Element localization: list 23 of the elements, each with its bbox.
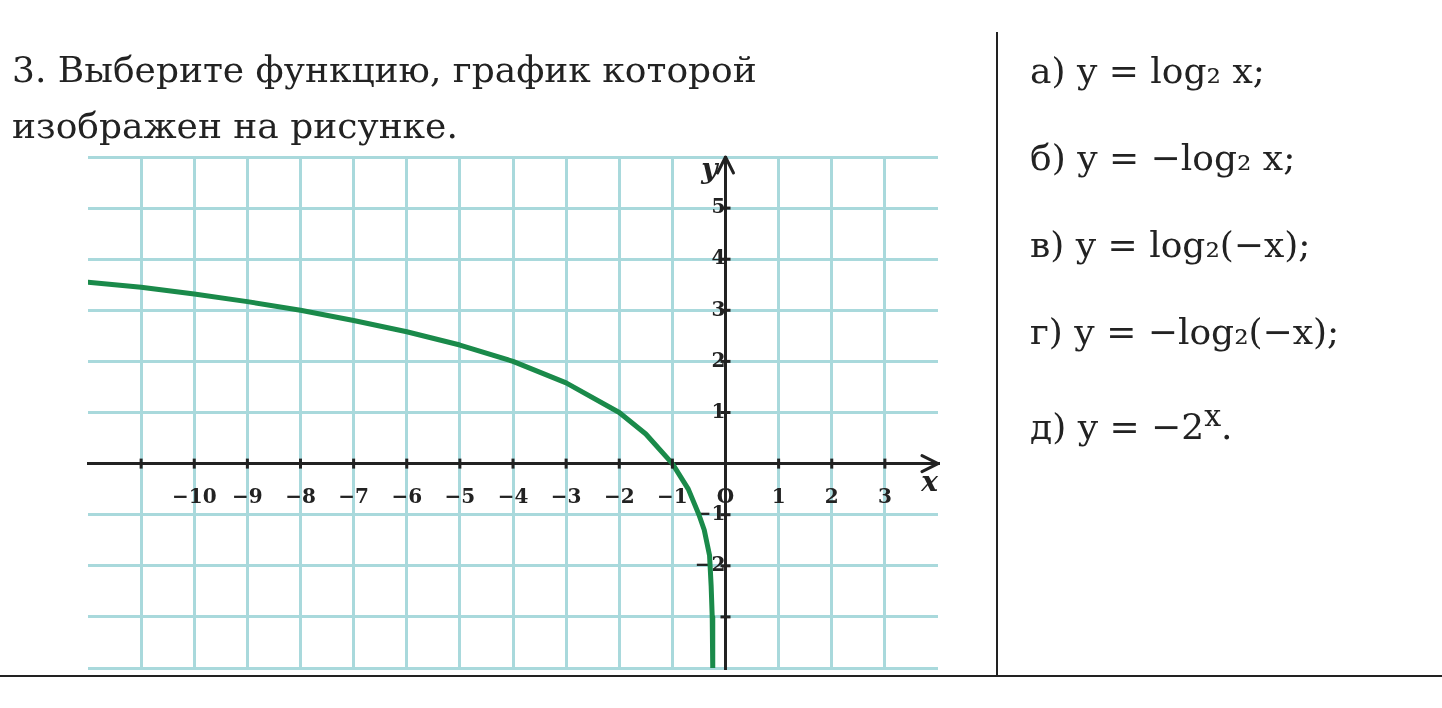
x-tick-label: −5 bbox=[444, 483, 476, 508]
chart-title: 3. Выберите функцию, график которой изображен на рисунке. bbox=[12, 48, 758, 148]
x-axis-title: x bbox=[920, 464, 939, 498]
x-tick-label: −9 bbox=[232, 483, 263, 508]
x-tick-label: 3 bbox=[877, 483, 892, 508]
text: д) y = −2$^{x}$. bbox=[1030, 398, 1234, 449]
x-tick-label: 2 bbox=[824, 483, 839, 508]
x-tick-label: −6 bbox=[391, 483, 423, 508]
x-tick-label: −8 bbox=[285, 483, 316, 508]
x-tick-label: −3 bbox=[550, 483, 582, 508]
x-tick-label: −2 bbox=[603, 483, 635, 508]
x-tick-label: −1 bbox=[657, 483, 688, 508]
text: а) y = log₂ x; bbox=[1030, 50, 1266, 93]
text: г) y = −log₂(−x); bbox=[1030, 311, 1340, 354]
x-tick-label: 1 bbox=[771, 483, 786, 508]
x-tick-label: −10 bbox=[171, 483, 217, 508]
text: б) y = −log₂ x; bbox=[1030, 137, 1297, 180]
y-axis-title: y bbox=[700, 152, 720, 186]
x-tick-label: −7 bbox=[338, 483, 369, 508]
x-tick-label: −4 bbox=[497, 483, 529, 508]
y-tick-label: 2 bbox=[711, 347, 726, 372]
text: в) y = log₂(−x); bbox=[1030, 224, 1312, 267]
y-tick-label: 1 bbox=[711, 398, 726, 423]
